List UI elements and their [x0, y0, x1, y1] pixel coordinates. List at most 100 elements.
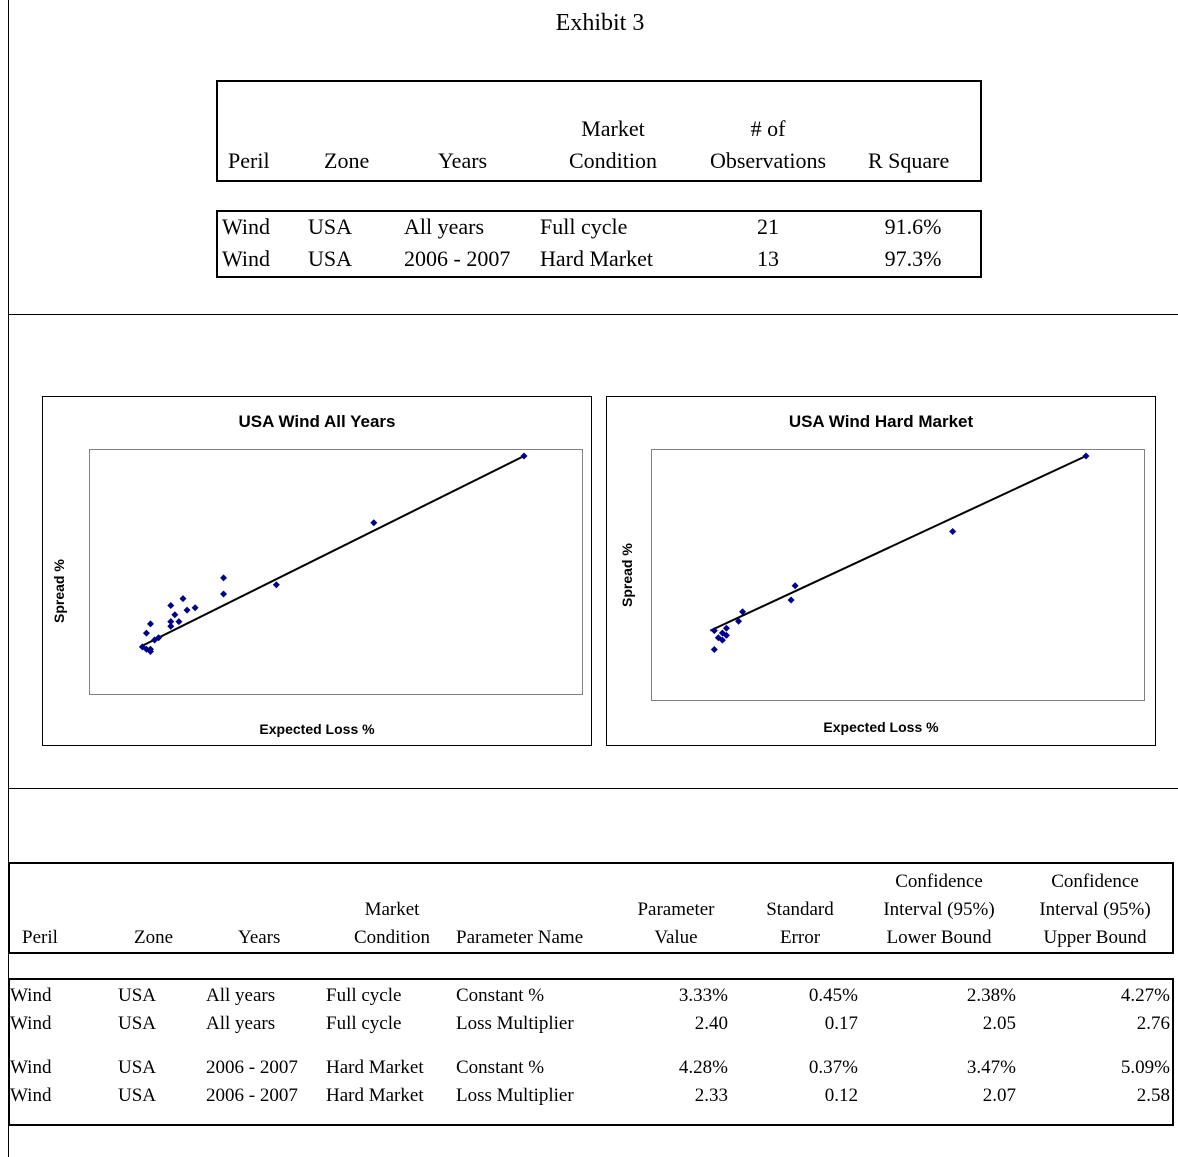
params-cell: 2.38%	[966, 985, 1016, 1006]
data-point	[183, 606, 191, 614]
plot-area	[89, 449, 583, 695]
params-cell: 0.37%	[808, 1057, 858, 1078]
params-header-stderr-2: Error	[779, 927, 821, 948]
data-point	[1082, 452, 1090, 460]
params-header-upper-2: Interval (95%)	[1039, 899, 1151, 920]
y-axis-label: Spread %	[619, 543, 635, 607]
data-point	[175, 618, 183, 626]
section-divider-1	[8, 314, 1178, 315]
data-point	[949, 528, 957, 536]
params-cell: USA	[118, 1013, 157, 1034]
params-cell: 5.09%	[1120, 1057, 1170, 1078]
params-cell: 0.45%	[808, 985, 858, 1006]
data-point	[787, 596, 795, 604]
summary-cell: 21	[757, 214, 779, 239]
params-cell: Full cycle	[326, 985, 402, 1006]
params-header-market-2: Condition	[353, 927, 430, 948]
params-header-years: Years	[238, 927, 281, 948]
data-point	[151, 636, 159, 644]
params-cell: 2.40	[694, 1013, 728, 1034]
params-cell: Constant %	[456, 985, 545, 1006]
summary-header-market-2: Condition	[568, 148, 657, 173]
data-point	[167, 622, 175, 630]
params-cell: Wind	[10, 1013, 52, 1034]
data-point	[735, 617, 743, 625]
chart-hard-market: USA Wind Hard Market Spread % Expected L…	[606, 396, 1156, 746]
params-header-upper-3: Upper Bound	[1043, 927, 1147, 948]
data-point	[142, 629, 150, 637]
page-title: Exhibit 3	[555, 10, 645, 36]
params-cell: All years	[206, 985, 276, 1006]
summary-cell: USA	[308, 246, 353, 271]
params-header-value-2: Value	[654, 927, 698, 948]
summary-cell: Hard Market	[540, 246, 654, 271]
data-point	[722, 624, 730, 632]
data-point	[220, 574, 228, 582]
section-divider-2	[8, 788, 1178, 789]
summary-cell: Wind	[222, 246, 270, 271]
data-point	[710, 646, 718, 654]
params-cell: 2006 - 2007	[206, 1085, 298, 1106]
params-cell: All years	[206, 1013, 276, 1034]
data-point	[710, 627, 718, 635]
summary-cell: 97.3%	[884, 246, 942, 271]
params-cell: 4.27%	[1120, 985, 1170, 1006]
params-cell: Loss Multiplier	[456, 1013, 574, 1034]
chart-title: USA Wind Hard Market	[788, 412, 974, 431]
summary-cell: 91.6%	[884, 214, 942, 239]
trend-line	[709, 455, 1087, 632]
params-cell: Hard Market	[326, 1057, 424, 1078]
data-point	[167, 602, 175, 609]
summary-header-years: Years	[438, 148, 488, 173]
params-cell: 2.05	[982, 1013, 1016, 1034]
params-cell: Hard Market	[326, 1085, 424, 1106]
data-point	[220, 590, 228, 598]
params-header-lower-1: Confidence	[895, 871, 983, 892]
params-header-zone: Zone	[134, 927, 174, 948]
params-cell: USA	[118, 1085, 157, 1106]
params-cell: 3.47%	[966, 1057, 1016, 1078]
data-point	[272, 581, 280, 589]
params-header-lower-3: Lower Bound	[886, 927, 992, 948]
summary-header-rsq: R Square	[868, 148, 950, 173]
chart-all-years: USA Wind All Years Spread % Expected Los…	[42, 396, 592, 746]
params-cell: Constant %	[456, 1057, 545, 1078]
params-body-box: Wind USA All years Full cycle Constant % 3.33…	[8, 978, 1174, 1126]
summary-header-market-1: Market	[581, 116, 645, 141]
data-point	[739, 608, 747, 616]
x-axis-label: Expected Loss %	[823, 719, 939, 735]
params-cell: 3.33%	[678, 985, 728, 1006]
params-cell: Wind	[10, 1057, 52, 1078]
data-point	[520, 452, 528, 460]
summary-header-obs-1: # of	[750, 116, 786, 141]
params-cell: 2.33	[694, 1085, 728, 1106]
params-cell: 4.28%	[678, 1057, 728, 1078]
summary-cell: Wind	[222, 214, 270, 239]
summary-cell: USA	[308, 214, 353, 239]
summary-body-box: Wind USA All years Full cycle 21 91.6% W…	[216, 210, 982, 278]
params-header-value-1: Parameter	[637, 899, 715, 920]
params-cell: Wind	[10, 1085, 52, 1106]
params-cell: 0.12	[824, 1085, 858, 1106]
data-point	[142, 645, 150, 653]
page-left-border	[8, 0, 9, 1157]
data-point	[791, 582, 799, 590]
params-header-peril: Peril	[22, 927, 58, 948]
params-cell: Full cycle	[326, 1013, 402, 1034]
data-point	[138, 643, 146, 651]
summary-header-peril: Peril	[228, 148, 270, 173]
params-cell: Wind	[10, 985, 52, 1006]
params-cell: 2.07	[982, 1085, 1016, 1106]
data-point	[191, 604, 199, 612]
data-point	[155, 634, 163, 642]
data-point	[370, 519, 378, 527]
plot-area	[651, 449, 1145, 701]
params-header-box: Peril Zone Years Market Condition Parame…	[8, 862, 1174, 954]
params-cell: Loss Multiplier	[456, 1085, 574, 1106]
data-point	[146, 648, 154, 655]
data-point	[171, 611, 179, 619]
params-header-market-1: Market	[364, 899, 420, 920]
data-point	[179, 595, 187, 603]
summary-cell: Full cycle	[540, 214, 628, 239]
